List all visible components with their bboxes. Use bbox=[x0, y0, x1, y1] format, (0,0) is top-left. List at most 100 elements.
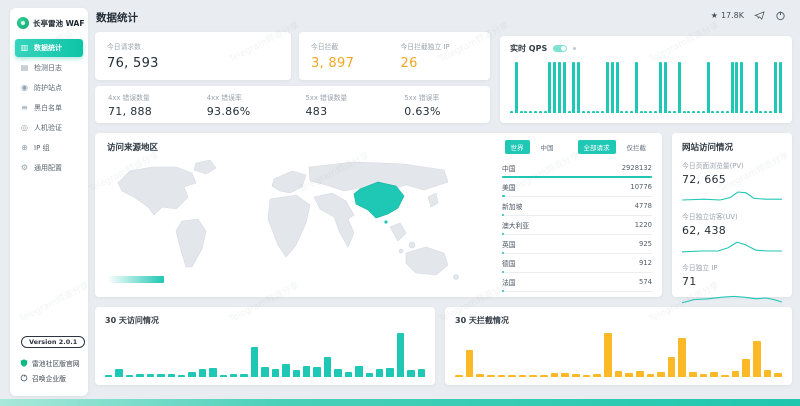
map-density-legend bbox=[109, 276, 164, 283]
country-name: 澳大利亚 bbox=[502, 222, 530, 230]
country-progress bbox=[502, 233, 504, 235]
country-value: 912 bbox=[639, 259, 652, 267]
today-requests-card: 今日请求数 76, 593 bbox=[95, 32, 291, 80]
country-progress bbox=[502, 214, 504, 216]
country-progress bbox=[502, 176, 652, 178]
country-value: 574 bbox=[639, 278, 652, 286]
sidebar-item-label: 通用配置 bbox=[34, 164, 62, 172]
sidebar-item-label: 防护站点 bbox=[34, 84, 62, 92]
stats-icon: ▥ bbox=[20, 43, 29, 52]
visits-30d-card: 30 天访问情况 bbox=[95, 307, 435, 385]
sidebar-item-label: 人机验证 bbox=[34, 124, 62, 132]
sidebar-item-general-config[interactable]: ⚙ 通用配置 bbox=[15, 159, 83, 177]
country-value: 2928132 bbox=[621, 164, 652, 172]
country-row: 英国 925 bbox=[502, 235, 652, 254]
list-icon: ≡ bbox=[21, 103, 28, 112]
gear-icon: ⚙ bbox=[20, 163, 29, 172]
country-name: 德国 bbox=[502, 260, 516, 268]
uv-metric: 今日独立访客(UV) 62, 438 bbox=[682, 211, 782, 255]
sidebar-item-detect-logs[interactable]: ▤ 检测日志 bbox=[15, 59, 83, 77]
enterprise-link[interactable]: 召唤企业版 bbox=[20, 373, 66, 383]
country-value: 4778 bbox=[634, 202, 652, 210]
ip-metric: 今日独立 IP 71 bbox=[682, 262, 782, 306]
country-row: 新加坡 4778 bbox=[502, 197, 652, 216]
refresh-circle-icon bbox=[20, 374, 28, 382]
world-map bbox=[117, 159, 459, 280]
site-access-card: 网站访问情况 今日页面浏览量(PV) 72, 665 今日独立访客(UV) 62… bbox=[672, 133, 792, 304]
today-blocked-ips-stat: 今日拦截独立 IP 26 bbox=[400, 43, 450, 71]
sidebar-item-black-white-list[interactable]: ≡ 黑白名单 bbox=[15, 99, 83, 117]
country-name: 中国 bbox=[502, 165, 516, 173]
qps-title: 实时 QPS bbox=[510, 44, 548, 53]
country-row: 美国 10776 bbox=[502, 178, 652, 197]
country-list: 中国 2928132 美国 10776 新加坡 4778 澳大利亚 1220 英… bbox=[502, 159, 652, 292]
toggle-blocked-only[interactable]: 仅拦截 bbox=[626, 144, 647, 152]
sidebar: 长亭雷池 WAF ▥ 数据统计 ▤ 检测日志 ◉ 防护站点 ≡ 黑白名单 ◎ 人… bbox=[10, 8, 88, 396]
country-row: 中国 2928132 bbox=[502, 159, 652, 178]
sidebar-item-label: 数据统计 bbox=[34, 44, 62, 52]
country-row: 德国 912 bbox=[502, 254, 652, 273]
country-name: 英国 bbox=[502, 241, 516, 249]
sidebar-item-ip-group[interactable]: ⊕ IP 组 bbox=[15, 139, 83, 157]
sidebar-item-protected-sites[interactable]: ◉ 防护站点 bbox=[15, 79, 83, 97]
visits30-bars bbox=[105, 333, 426, 377]
star-icon: ★ bbox=[710, 11, 718, 20]
err5xx-rate-stat: 5xx 错误率 0.63% bbox=[404, 93, 441, 118]
spark-pv bbox=[682, 191, 782, 201]
country-progress bbox=[502, 252, 504, 254]
err5xx-count-stat: 5xx 错误数量 483 bbox=[305, 93, 348, 118]
sidebar-item-data-stats[interactable]: ▥ 数据统计 bbox=[15, 39, 83, 57]
qps-bars bbox=[510, 62, 782, 113]
log-icon: ▤ bbox=[20, 63, 29, 72]
qps-refresh-toggle[interactable] bbox=[553, 45, 568, 52]
sidebar-nav: ▥ 数据统计 ▤ 检测日志 ◉ 防护站点 ≡ 黑白名单 ◎ 人机验证 ⊕ IP … bbox=[10, 39, 88, 177]
toggle-all-requests[interactable]: 全部请求 bbox=[577, 140, 616, 154]
map-china bbox=[353, 181, 405, 219]
spark-uv bbox=[682, 241, 782, 253]
page-title: 数据统计 bbox=[96, 12, 138, 24]
spark-ip bbox=[682, 295, 782, 304]
country-row: 法国 574 bbox=[502, 273, 652, 292]
err4xx-rate-stat: 4xx 错误率 93.86% bbox=[206, 93, 251, 118]
shield-badge-icon bbox=[20, 359, 28, 367]
app-logo-icon bbox=[17, 17, 29, 29]
access-regions-card: 访问来源地区 世界 中国 全部请求 仅拦截 bbox=[95, 133, 662, 297]
community-site-link[interactable]: 雷池社区版官网 bbox=[20, 358, 80, 368]
shield-icon: ◉ bbox=[21, 83, 28, 92]
header-actions: ★ 17.8K bbox=[711, 10, 786, 21]
sidebar-item-label: IP 组 bbox=[34, 144, 50, 152]
pv-metric: 今日页面浏览量(PV) 72, 665 bbox=[682, 160, 782, 204]
github-stars-link[interactable]: ★ 17.8K bbox=[711, 11, 744, 20]
error-stats-card: 4xx 错误数量 71, 888 4xx 错误率 93.86% 5xx 错误数量… bbox=[95, 86, 490, 123]
country-row: 澳大利亚 1220 bbox=[502, 216, 652, 235]
footer-accent-strip bbox=[0, 399, 800, 406]
country-progress bbox=[502, 290, 504, 292]
version-badge: Version 2.0.1 bbox=[21, 336, 86, 348]
site-access-title: 网站访问情况 bbox=[682, 143, 734, 153]
country-progress bbox=[502, 271, 504, 273]
toggle-china[interactable]: 中国 bbox=[540, 144, 554, 152]
toggle-world[interactable]: 世界 bbox=[504, 140, 530, 154]
visits-30d-title: 30 天访问情况 bbox=[105, 316, 159, 325]
map-toggles: 世界 中国 全部请求 仅拦截 bbox=[504, 140, 653, 154]
app-title: 长亭雷池 WAF bbox=[33, 18, 85, 28]
stat-value: 76, 593 bbox=[107, 56, 159, 71]
country-name: 新加坡 bbox=[502, 203, 523, 211]
country-progress bbox=[502, 195, 505, 197]
sidebar-item-label: 黑白名单 bbox=[34, 104, 62, 112]
realtime-qps-card: 实时 QPS bbox=[500, 36, 792, 123]
app-logo: 长亭雷池 WAF bbox=[10, 8, 88, 35]
sidebar-item-captcha[interactable]: ◎ 人机验证 bbox=[15, 119, 83, 137]
sidebar-item-label: 检测日志 bbox=[34, 64, 62, 72]
ip-group-icon: ⊕ bbox=[21, 143, 28, 152]
map-title: 访问来源地区 bbox=[107, 143, 159, 153]
today-blocked-card: 今日拦截 3, 897 今日拦截独立 IP 26 bbox=[299, 32, 490, 80]
qps-info-dot bbox=[573, 47, 577, 50]
country-value: 1220 bbox=[634, 221, 652, 229]
logout-power-icon[interactable] bbox=[775, 10, 786, 21]
blocks-30d-title: 30 天拦截情况 bbox=[455, 316, 509, 325]
country-name: 美国 bbox=[502, 184, 516, 192]
country-value: 10776 bbox=[630, 183, 652, 191]
telegram-icon[interactable] bbox=[754, 10, 765, 21]
blocks30-bars bbox=[455, 333, 782, 377]
